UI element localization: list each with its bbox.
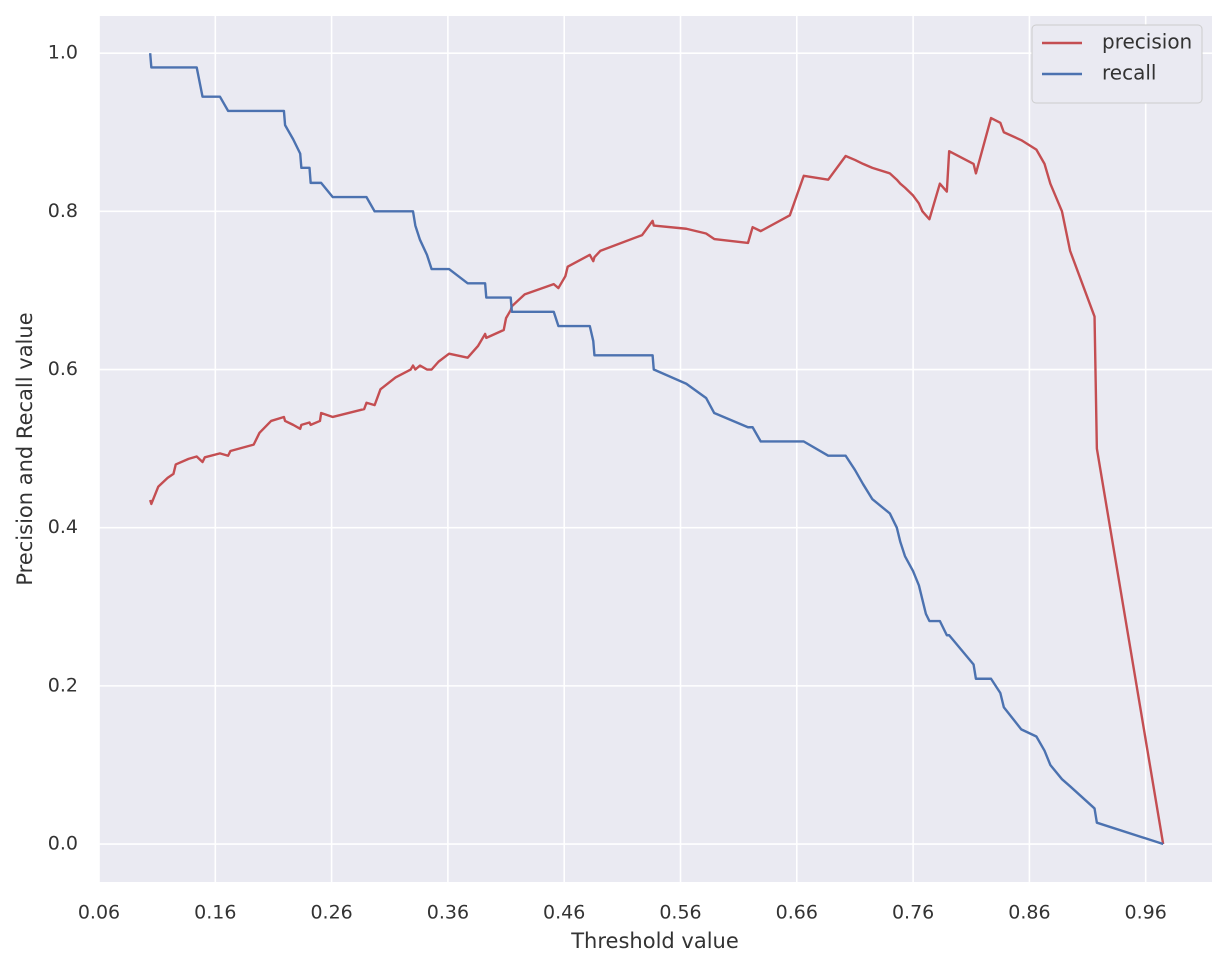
legend-box xyxy=(1031,24,1203,104)
y-axis-label: Precision and Recall value xyxy=(13,312,37,585)
x-tick-label: 0.36 xyxy=(427,902,469,924)
x-tick-label: 0.76 xyxy=(892,902,934,924)
x-tick-label: 0.26 xyxy=(310,902,352,924)
x-tick-label: 0.16 xyxy=(194,902,236,924)
x-axis-label: Threshold value xyxy=(570,929,739,953)
line-series xyxy=(149,116,1165,845)
y-tick-label: 0.0 xyxy=(48,833,78,855)
ticks: 0.06 0.16 0.26 0.36 0.46 0.56 0.66 0.76 0.86 0.96… xyxy=(48,42,1167,924)
x-tick-label: 0.06 xyxy=(78,902,120,924)
x-tick-label: 0.96 xyxy=(1125,902,1167,924)
x-tick-label: 0.46 xyxy=(543,902,585,924)
lines xyxy=(148,53,1165,846)
legend: precision recall xyxy=(1031,24,1203,104)
y-tick-label: 0.6 xyxy=(48,358,78,380)
x-tick-label: 0.66 xyxy=(776,902,818,924)
y-tick-label: 0.4 xyxy=(48,516,78,538)
line-series xyxy=(148,53,1164,846)
plot-area xyxy=(99,16,1212,882)
y-tick-label: 1.0 xyxy=(48,42,78,64)
y-tick-label: 0.2 xyxy=(48,674,78,696)
x-tick-label: 0.56 xyxy=(659,902,701,924)
legend-label: precision xyxy=(1102,30,1192,54)
x-tick-label: 0.86 xyxy=(1008,902,1050,924)
y-tick-label: 0.8 xyxy=(48,200,78,222)
legend-label: recall xyxy=(1102,61,1156,85)
